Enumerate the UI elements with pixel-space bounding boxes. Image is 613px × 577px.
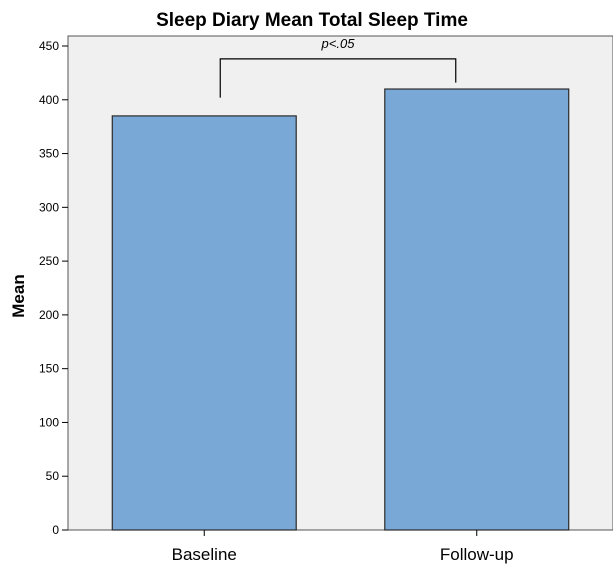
y-tick-label: 400 — [39, 93, 59, 107]
y-axis: 0 50 100 150 200 250 300 350 400 450 — [39, 39, 68, 537]
bar-series — [111, 88, 570, 531]
y-tick-label: 300 — [39, 200, 59, 214]
bar-baseline — [111, 115, 297, 531]
y-tick-label: 450 — [39, 39, 59, 53]
y-tick-label: 350 — [39, 147, 59, 161]
y-tick-label: 50 — [46, 469, 60, 483]
y-tick-label: 100 — [39, 415, 59, 429]
x-axis: Baseline Follow-up — [172, 530, 514, 564]
bar-follow-up — [384, 88, 570, 531]
x-tick-label: Follow-up — [440, 545, 514, 564]
y-tick-label: 150 — [39, 362, 59, 376]
y-tick-label: 0 — [52, 523, 59, 537]
chart-title: Sleep Diary Mean Total Sleep Time — [156, 10, 468, 31]
x-tick-label: Baseline — [172, 545, 237, 564]
significance-annotation: p<.05 — [219, 36, 457, 98]
y-tick-label: 250 — [39, 254, 59, 268]
y-axis-label: Mean — [9, 274, 28, 317]
significance-label: p<.05 — [321, 36, 356, 51]
y-tick-label: 200 — [39, 308, 59, 322]
significance-bracket — [219, 58, 457, 98]
